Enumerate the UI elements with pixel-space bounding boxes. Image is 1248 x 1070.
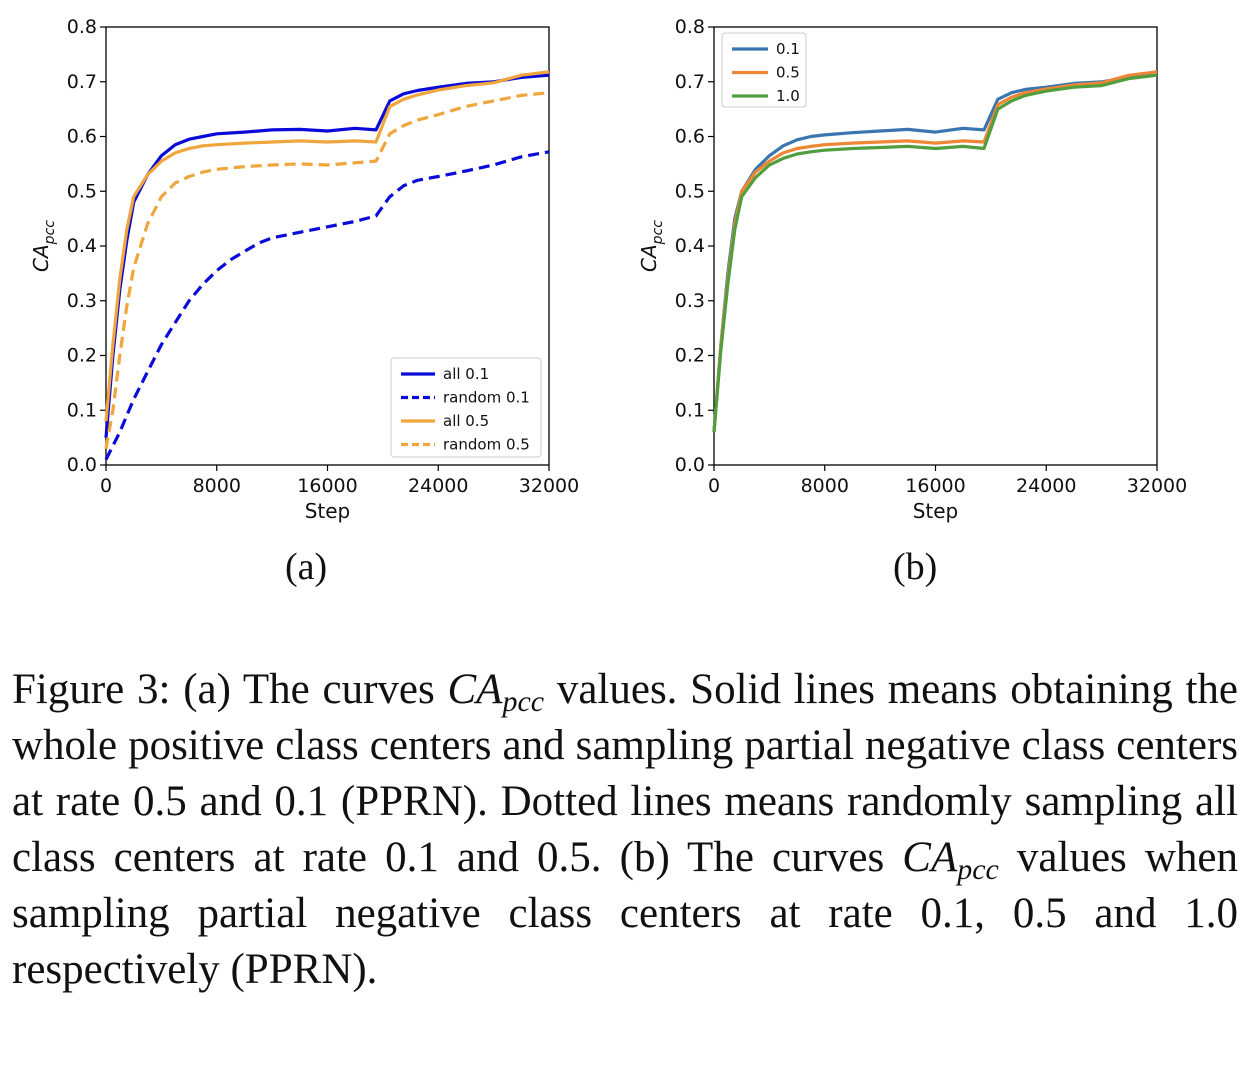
- y-tick-label: 0.8: [675, 16, 705, 38]
- caption-math-ca-2: CApcc: [902, 834, 999, 886]
- legend-label: random 0.1: [443, 389, 530, 407]
- legend-label: 0.5: [776, 64, 800, 82]
- panel-label-a: (a): [285, 546, 328, 588]
- series-line-all-0-5: [104, 70, 550, 422]
- y-tick-label: 0.4: [67, 235, 97, 257]
- y-axis-label-main: CA: [29, 244, 53, 272]
- series-line-1-0: [712, 73, 1158, 433]
- x-tick-label: 32000: [519, 475, 579, 497]
- chart-b: 0 8000 16000 24000 32000 0.0 0.1 0.2 0.3 0.4 0.5 0.…: [637, 16, 1187, 523]
- series-line-0-5: [712, 70, 1158, 433]
- legend-label: all 0.5: [443, 412, 489, 430]
- x-tick-label: 0: [100, 475, 112, 497]
- caption-part-1: Figure 3: (a) The curves: [12, 666, 448, 713]
- y-tick-label: 0.5: [675, 180, 705, 202]
- chart-a: 0 8000 16000 24000 32000 0.0 0.1 0.2 0.3 0.4 0.5 0.…: [29, 16, 579, 523]
- y-tick-label: 0.4: [675, 235, 705, 257]
- y-axis-label-main: CA: [637, 244, 661, 272]
- legend-box: [721, 32, 807, 108]
- legend-label: 0.1: [776, 40, 800, 58]
- x-tick-label: 24000: [1016, 475, 1076, 497]
- y-tick-label: 0.5: [67, 180, 97, 202]
- y-tick-label: 0.0: [67, 454, 97, 476]
- x-tick-label: 16000: [297, 475, 357, 497]
- x-tick-label: 24000: [408, 475, 468, 497]
- legend-label: random 0.5: [443, 436, 530, 454]
- legend-box: [390, 357, 542, 458]
- x-tick-label: 8000: [801, 475, 849, 497]
- x-tick-label: 32000: [1127, 475, 1187, 497]
- panel-label-b: (b): [893, 546, 938, 588]
- x-tick-label: 8000: [193, 475, 241, 497]
- y-tick-label: 0.7: [675, 71, 705, 93]
- y-axis-label-sub: pcc: [650, 220, 666, 246]
- x-tick-label: 16000: [905, 475, 965, 497]
- caption-math-ca-1: CApcc: [447, 666, 545, 718]
- y-tick-label: 0.2: [675, 345, 705, 367]
- y-axis-label-sub: pcc: [42, 220, 58, 246]
- figure-caption: Figure 3: (a) The curves CApcc values. S…: [12, 662, 1238, 998]
- y-axis-label: CApcc: [637, 220, 666, 272]
- y-tick-label: 0.6: [675, 126, 705, 148]
- series-line-random-0-1: [104, 150, 550, 461]
- series-line-0-1: [712, 73, 1158, 433]
- y-tick-label: 0.8: [67, 16, 97, 38]
- legend-label: all 0.1: [443, 365, 489, 383]
- x-axis-label: Step: [913, 499, 959, 523]
- y-tick-label: 0.1: [675, 399, 705, 421]
- x-axis-label: Step: [305, 499, 351, 523]
- y-tick-label: 0.1: [67, 399, 97, 421]
- series-line-random-0-5: [104, 91, 550, 449]
- legend-label: 1.0: [776, 87, 800, 105]
- y-tick-label: 0.6: [67, 126, 97, 148]
- y-tick-label: 0.3: [675, 290, 705, 312]
- y-axis-label: CApcc: [29, 220, 58, 272]
- x-tick-label: 0: [708, 475, 720, 497]
- y-tick-label: 0.3: [67, 290, 97, 312]
- y-tick-label: 0.2: [67, 345, 97, 367]
- caption-part-3: values when sampling partial negative cl…: [12, 834, 1238, 993]
- y-tick-label: 0.0: [675, 454, 705, 476]
- caption-part-2: values. Solid lines means obtaining the …: [12, 666, 1238, 881]
- y-tick-label: 0.7: [67, 71, 97, 93]
